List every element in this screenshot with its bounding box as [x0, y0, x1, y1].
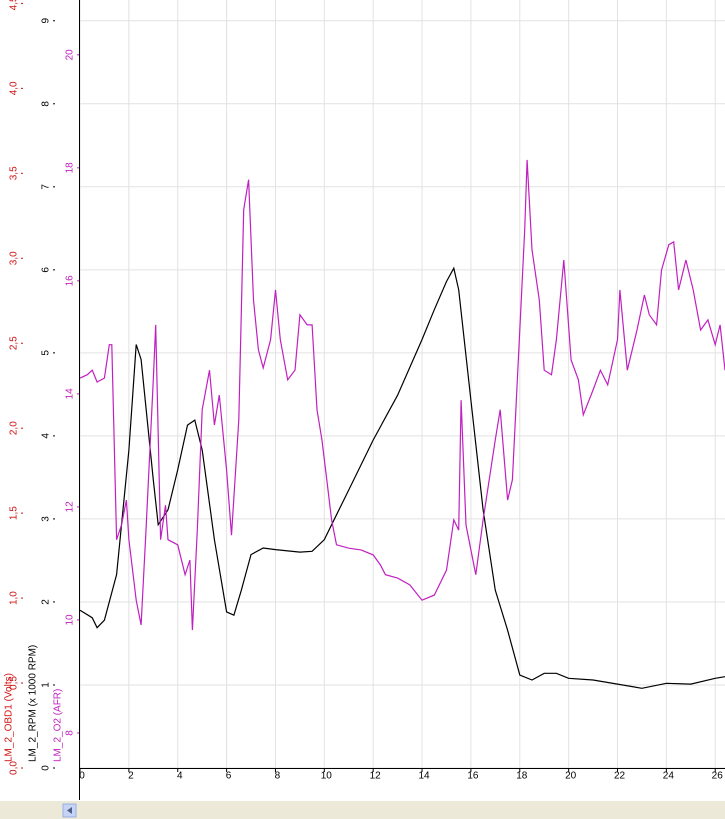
- y-axis-title: LM_2_O2 (AFR): [53, 689, 64, 762]
- y-tick-label: 7: [41, 184, 52, 190]
- y-tick-label: 10: [65, 614, 76, 626]
- x-tick-label: 16: [467, 771, 479, 782]
- x-tick-label: 8: [275, 771, 281, 782]
- y-tick-label: 16: [65, 275, 76, 287]
- y-tick-label: 4,5: [9, 0, 20, 10]
- y-tick-label: 1,5: [9, 506, 20, 520]
- y-tick-label: 3,5: [9, 166, 20, 180]
- scroll-arrow: [67, 807, 72, 814]
- y-tick-label: 6: [41, 267, 52, 273]
- x-tick-label: 12: [370, 771, 382, 782]
- y-tick-label: 1,0: [9, 591, 20, 605]
- y-axis-title: LM_2_RPM (x 1000 RPM): [28, 645, 39, 762]
- x-tick-label: 22: [614, 771, 626, 782]
- y-tick-label: 8: [41, 101, 52, 107]
- x-tick-label: 10: [321, 771, 333, 782]
- y-tick-label: 3: [41, 516, 52, 522]
- y-tick-label: 2,5: [9, 336, 20, 350]
- y-tick-label: 0,0: [9, 761, 20, 775]
- y-tick-label: 4,0: [9, 81, 20, 95]
- y-tick-label: 14: [65, 388, 76, 400]
- y-tick-label: 3,0: [9, 251, 20, 265]
- y-tick-label: 2: [41, 599, 52, 605]
- x-tick-label: 26: [712, 771, 724, 782]
- y-tick-label: 0: [41, 765, 52, 771]
- x-tick-label: 24: [663, 771, 675, 782]
- y-tick-label: 20: [65, 49, 76, 61]
- y-tick-label: 4: [41, 433, 52, 439]
- axes: 0 2 4 6 8 10 12 14 16 18 20 22 24 260,00,51,01,52,02,…: [4, 0, 724, 782]
- y-tick-label: 5: [41, 350, 52, 356]
- y-tick-label: 9: [41, 18, 52, 24]
- x-tick-label: 2: [128, 771, 134, 782]
- x-tick-label: 0: [79, 771, 85, 782]
- x-tick-label: 14: [418, 771, 430, 782]
- x-tick-label: 18: [516, 771, 528, 782]
- series-line: [79, 159, 725, 631]
- x-tick-label: 20: [565, 771, 577, 782]
- plot: [79, 159, 725, 689]
- x-tick-label: 6: [226, 771, 232, 782]
- y-tick-label: 0,5: [9, 676, 20, 690]
- y-tick-label: 2,0: [9, 421, 20, 435]
- y-tick-label: 8: [65, 730, 76, 736]
- y-tick-label: 18: [65, 162, 76, 174]
- grid: [79, 0, 725, 769]
- series-line: [79, 266, 725, 689]
- scrollbar[interactable]: [0, 801, 725, 819]
- x-tick-label: 4: [177, 771, 183, 782]
- y-tick-label: 12: [65, 501, 76, 513]
- y-axis-title: LM_2_OBD1 (Volts): [4, 673, 15, 762]
- y-tick-label: 1: [41, 682, 52, 688]
